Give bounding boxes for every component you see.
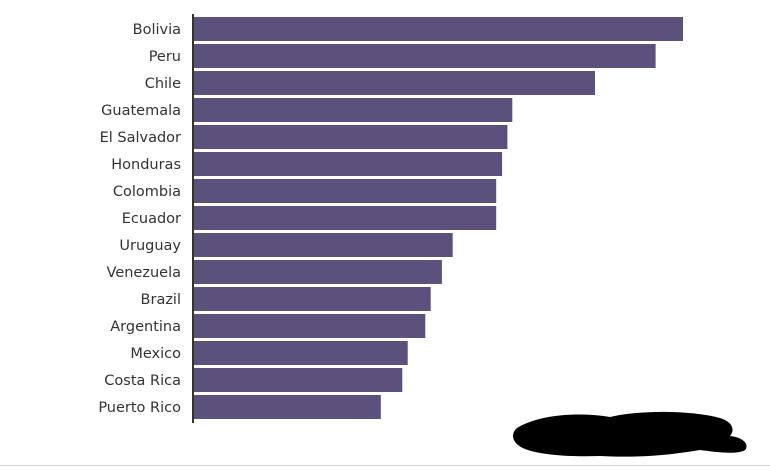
category-label-chile: Chile [145, 76, 181, 92]
bar-chile [194, 71, 595, 95]
category-label-puerto-rico: Puerto Rico [98, 400, 181, 416]
bar-puerto-rico [194, 395, 381, 419]
bar-honduras [194, 152, 503, 176]
category-label-mexico: Mexico [130, 346, 181, 362]
bar-venezuela [194, 260, 442, 284]
category-label-costa-rica: Costa Rica [104, 373, 181, 389]
category-label-brazil: Brazil [141, 292, 181, 308]
category-label-peru: Peru [149, 49, 181, 65]
bar-colombia [194, 179, 497, 203]
bar-guatemala [194, 98, 513, 122]
category-label-uruguay: Uruguay [119, 238, 181, 254]
bar-bolivia [194, 17, 683, 41]
bar-mexico [194, 341, 408, 365]
category-label-honduras: Honduras [111, 157, 181, 173]
category-label-ecuador: Ecuador [122, 211, 181, 227]
category-label-el-salvador: El Salvador [100, 130, 181, 146]
category-label-colombia: Colombia [113, 184, 181, 200]
bar-brazil [194, 287, 431, 311]
category-label-argentina: Argentina [110, 319, 181, 335]
bar-uruguay [194, 233, 453, 257]
footer-divider [0, 465, 770, 466]
bar-costa-rica [194, 368, 403, 392]
bar-ecuador [194, 206, 497, 230]
category-label-guatemala: Guatemala [101, 103, 181, 119]
bar-peru [194, 44, 656, 68]
bars-group [194, 17, 683, 419]
category-labels-group: Bolivia Peru Chile Guatemala El Salvador Hond… [98, 22, 181, 416]
category-label-bolivia: Bolivia [133, 22, 181, 38]
bar-argentina [194, 314, 426, 338]
category-label-venezuela: Venezuela [107, 265, 181, 281]
bar-el-salvador [194, 125, 508, 149]
